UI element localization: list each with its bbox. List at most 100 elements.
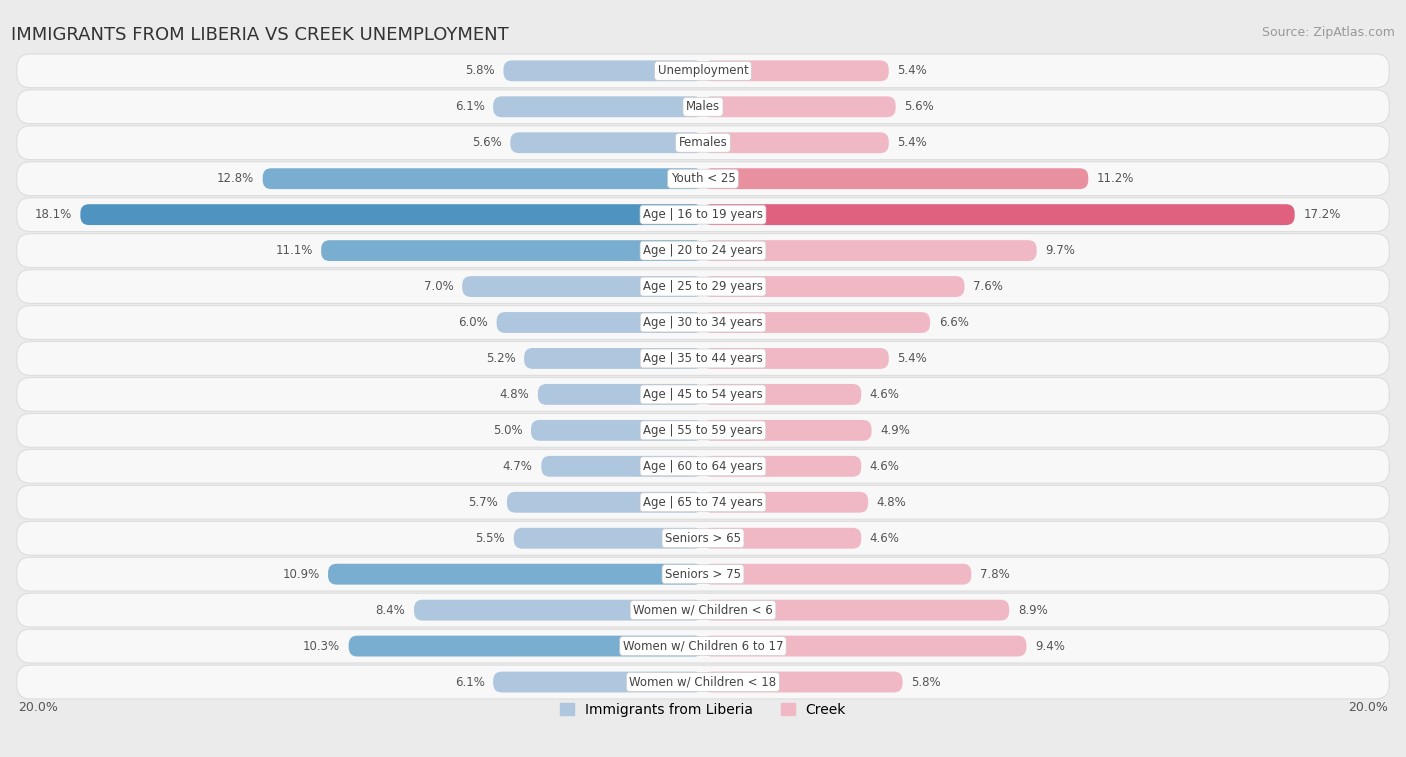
FancyBboxPatch shape — [703, 600, 1010, 621]
FancyBboxPatch shape — [703, 204, 1295, 225]
FancyBboxPatch shape — [463, 276, 703, 297]
FancyBboxPatch shape — [538, 384, 703, 405]
Text: 12.8%: 12.8% — [217, 172, 254, 185]
FancyBboxPatch shape — [17, 234, 1389, 267]
Text: Unemployment: Unemployment — [658, 64, 748, 77]
FancyBboxPatch shape — [17, 269, 1389, 304]
Text: 4.7%: 4.7% — [503, 459, 533, 473]
FancyBboxPatch shape — [703, 492, 868, 512]
Text: Age | 55 to 59 years: Age | 55 to 59 years — [643, 424, 763, 437]
FancyBboxPatch shape — [328, 564, 703, 584]
Text: 5.4%: 5.4% — [897, 64, 927, 77]
Text: 5.4%: 5.4% — [897, 352, 927, 365]
FancyBboxPatch shape — [496, 312, 703, 333]
FancyBboxPatch shape — [510, 132, 703, 153]
Text: 20.0%: 20.0% — [18, 701, 58, 714]
Text: Age | 16 to 19 years: Age | 16 to 19 years — [643, 208, 763, 221]
Text: 5.8%: 5.8% — [465, 64, 495, 77]
FancyBboxPatch shape — [703, 276, 965, 297]
FancyBboxPatch shape — [17, 557, 1389, 591]
Text: 5.5%: 5.5% — [475, 531, 505, 545]
Text: 4.6%: 4.6% — [870, 388, 900, 401]
FancyBboxPatch shape — [17, 306, 1389, 339]
Text: 9.7%: 9.7% — [1045, 244, 1076, 257]
FancyBboxPatch shape — [703, 636, 1026, 656]
Text: 9.4%: 9.4% — [1035, 640, 1064, 653]
FancyBboxPatch shape — [703, 61, 889, 81]
Text: 5.6%: 5.6% — [472, 136, 502, 149]
Text: 5.8%: 5.8% — [911, 675, 941, 689]
FancyBboxPatch shape — [321, 240, 703, 261]
Text: Women w/ Children < 18: Women w/ Children < 18 — [630, 675, 776, 689]
Text: Age | 65 to 74 years: Age | 65 to 74 years — [643, 496, 763, 509]
FancyBboxPatch shape — [494, 671, 703, 693]
Text: 6.1%: 6.1% — [454, 675, 485, 689]
FancyBboxPatch shape — [703, 168, 1088, 189]
Text: 17.2%: 17.2% — [1303, 208, 1341, 221]
FancyBboxPatch shape — [17, 522, 1389, 555]
FancyBboxPatch shape — [17, 198, 1389, 232]
FancyBboxPatch shape — [263, 168, 703, 189]
FancyBboxPatch shape — [17, 665, 1389, 699]
Text: 5.0%: 5.0% — [492, 424, 523, 437]
Text: 5.6%: 5.6% — [904, 100, 934, 114]
FancyBboxPatch shape — [513, 528, 703, 549]
Text: Females: Females — [679, 136, 727, 149]
FancyBboxPatch shape — [703, 132, 889, 153]
Text: IMMIGRANTS FROM LIBERIA VS CREEK UNEMPLOYMENT: IMMIGRANTS FROM LIBERIA VS CREEK UNEMPLO… — [11, 26, 509, 45]
FancyBboxPatch shape — [413, 600, 703, 621]
FancyBboxPatch shape — [703, 312, 929, 333]
FancyBboxPatch shape — [17, 629, 1389, 663]
FancyBboxPatch shape — [508, 492, 703, 512]
FancyBboxPatch shape — [17, 90, 1389, 123]
Text: 7.8%: 7.8% — [980, 568, 1010, 581]
FancyBboxPatch shape — [703, 528, 862, 549]
Text: Age | 20 to 24 years: Age | 20 to 24 years — [643, 244, 763, 257]
Text: 10.3%: 10.3% — [302, 640, 340, 653]
Text: 18.1%: 18.1% — [35, 208, 72, 221]
Text: Seniors > 65: Seniors > 65 — [665, 531, 741, 545]
FancyBboxPatch shape — [541, 456, 703, 477]
Text: 7.6%: 7.6% — [973, 280, 1002, 293]
Text: Youth < 25: Youth < 25 — [671, 172, 735, 185]
Text: Age | 30 to 34 years: Age | 30 to 34 years — [643, 316, 763, 329]
FancyBboxPatch shape — [703, 384, 862, 405]
Text: 5.2%: 5.2% — [485, 352, 516, 365]
FancyBboxPatch shape — [703, 96, 896, 117]
FancyBboxPatch shape — [703, 420, 872, 441]
Text: 7.0%: 7.0% — [423, 280, 454, 293]
Text: Age | 45 to 54 years: Age | 45 to 54 years — [643, 388, 763, 401]
FancyBboxPatch shape — [703, 671, 903, 693]
Text: 6.1%: 6.1% — [454, 100, 485, 114]
Text: 8.9%: 8.9% — [1018, 603, 1047, 617]
FancyBboxPatch shape — [494, 96, 703, 117]
Text: Age | 35 to 44 years: Age | 35 to 44 years — [643, 352, 763, 365]
Text: 6.0%: 6.0% — [458, 316, 488, 329]
Text: 4.9%: 4.9% — [880, 424, 910, 437]
FancyBboxPatch shape — [17, 54, 1389, 88]
FancyBboxPatch shape — [17, 162, 1389, 195]
FancyBboxPatch shape — [531, 420, 703, 441]
FancyBboxPatch shape — [17, 341, 1389, 375]
Text: 11.1%: 11.1% — [276, 244, 312, 257]
Text: 5.4%: 5.4% — [897, 136, 927, 149]
Text: 4.8%: 4.8% — [499, 388, 529, 401]
FancyBboxPatch shape — [349, 636, 703, 656]
FancyBboxPatch shape — [17, 378, 1389, 411]
FancyBboxPatch shape — [17, 450, 1389, 483]
FancyBboxPatch shape — [503, 61, 703, 81]
Text: Source: ZipAtlas.com: Source: ZipAtlas.com — [1261, 26, 1395, 39]
FancyBboxPatch shape — [703, 240, 1036, 261]
FancyBboxPatch shape — [703, 564, 972, 584]
Text: 4.6%: 4.6% — [870, 531, 900, 545]
Text: 5.7%: 5.7% — [468, 496, 498, 509]
Text: Age | 25 to 29 years: Age | 25 to 29 years — [643, 280, 763, 293]
FancyBboxPatch shape — [17, 413, 1389, 447]
Text: 4.6%: 4.6% — [870, 459, 900, 473]
FancyBboxPatch shape — [80, 204, 703, 225]
Text: 6.6%: 6.6% — [939, 316, 969, 329]
FancyBboxPatch shape — [524, 348, 703, 369]
Text: 11.2%: 11.2% — [1097, 172, 1135, 185]
Text: Seniors > 75: Seniors > 75 — [665, 568, 741, 581]
Text: 20.0%: 20.0% — [1348, 701, 1388, 714]
